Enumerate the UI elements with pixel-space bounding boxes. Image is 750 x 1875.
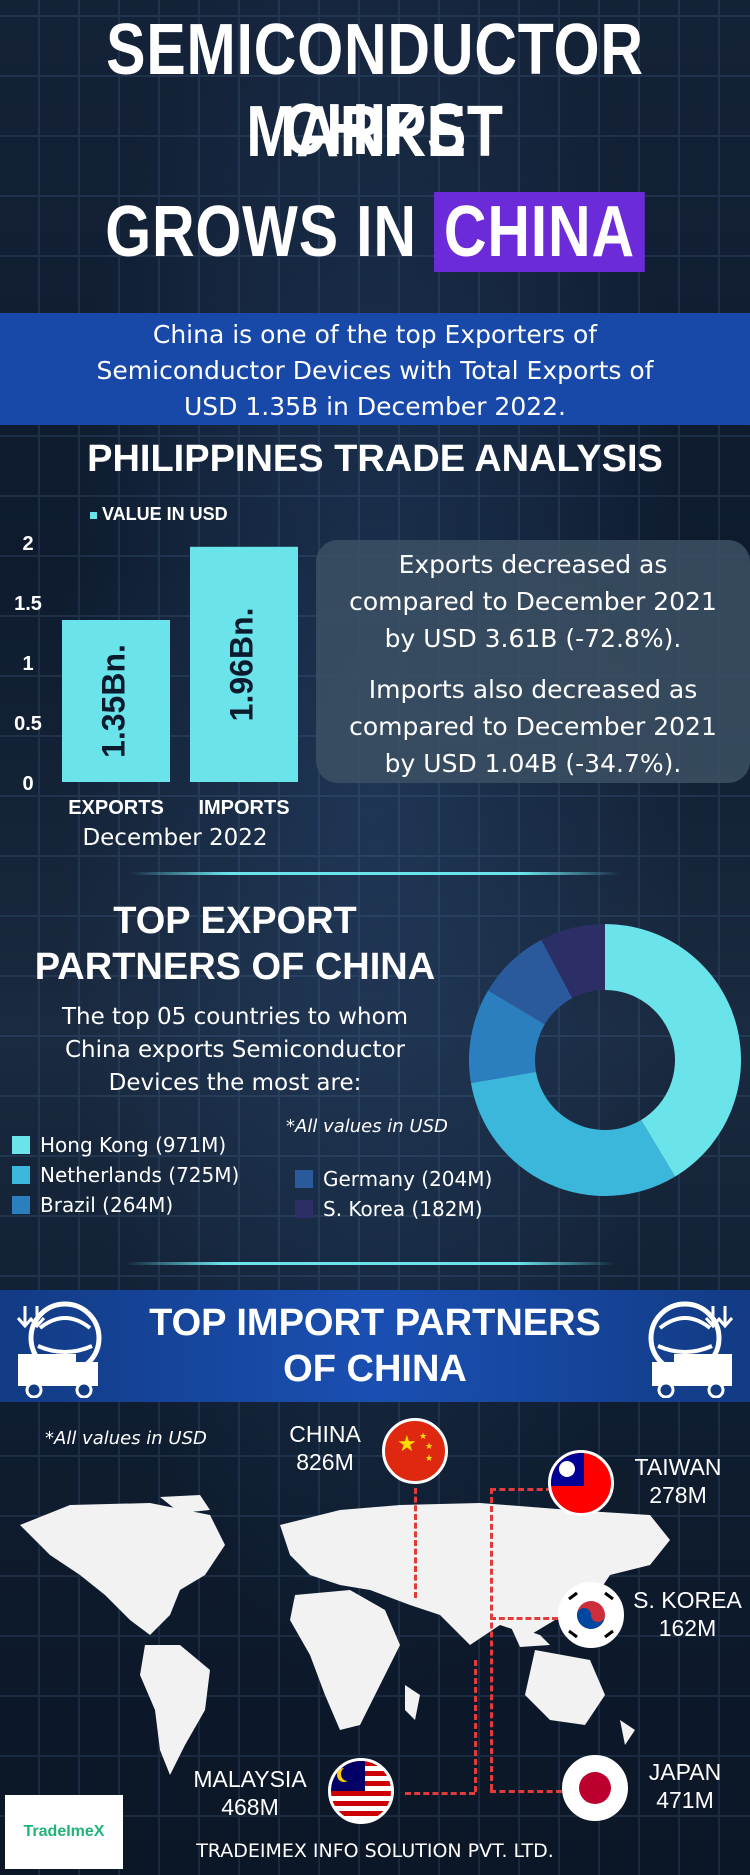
company-logo: TradeImeX [5,1795,123,1869]
donut-slice-4 [541,924,605,999]
trade-bar-chart: VALUE IN USD 0 0.5 1 1.5 2 1.35Bn. 1.96Bn. EX… [14,504,298,851]
page-title-highlight: CHINA [434,192,645,272]
export-values-note: *All values in USD [286,1116,448,1137]
svg-text:★: ★ [397,1432,417,1457]
connector-line [414,1488,417,1598]
donut-slice-3 [488,939,573,1025]
svg-text:★: ★ [425,1454,433,1464]
page-title-line3: GROWS IN CHINA [68,192,683,272]
svg-text:★: ★ [425,1442,433,1452]
x-tick-label: EXPORTS [68,797,164,819]
bar-data-label: 1.35Bn. [95,644,131,758]
legend-item-hong-kong: Hong Kong (971M) [12,1133,239,1157]
trade-info-box: Exports decreased as compared to Decembe… [316,540,750,783]
bar-imports [190,546,298,782]
donut-slice-2 [469,990,545,1084]
south-korea-flag-icon [558,1582,624,1648]
export-partners-description: The top 05 countries to whom China expor… [61,1004,409,1096]
export-partners-heading: TOP EXPORT PARTNERS OF CHINA [34,900,436,988]
export-partners-donut [469,924,741,1196]
bar-exports [62,620,170,782]
country-malaysia: MALAYSIA 468M [193,1766,307,1820]
china-flag-icon: ★ ★ ★ ★ [382,1418,448,1484]
taiwan-flag-icon [548,1450,614,1516]
legend-item-s-korea: S. Korea (182M) [295,1197,492,1221]
connector-line [490,1617,558,1620]
import-partners-heading: TOP IMPORT PARTNERS OF CHINA [149,1302,601,1390]
page-title-line1: SEMICONDUCTOR CHIPS [106,10,644,170]
country-taiwan: TAIWAN 278M [634,1454,722,1508]
logo-text: TradeImeX [23,1823,105,1840]
japan-flag-icon [562,1755,628,1821]
connector-line [490,1790,562,1793]
y-tick-label: 0 [22,773,33,795]
chart-legend-swatch [90,512,97,519]
y-tick-label: 2 [22,533,33,555]
donut-slice-1 [470,1071,676,1196]
country-japan: JAPAN 471M [648,1759,722,1813]
country-south-korea: S. KOREA 162M [633,1587,742,1641]
import-values-note: *All values in USD [45,1428,207,1449]
legend-item-germany: Germany (204M) [295,1167,492,1191]
country-china: CHINA 826M [289,1421,361,1475]
footer-company-name: TRADEIMEX INFO SOLUTION PVT. LTD. [196,1840,554,1862]
imports-change-text: Imports also decreased as compared to De… [349,675,717,778]
connector-line [405,1792,475,1795]
page-title-line2: MARKET [246,92,504,172]
connector-line [490,1488,493,1790]
summary-banner: China is one of the top Exporters of Sem… [0,313,750,425]
x-tick-label: IMPORTS [198,797,289,819]
y-tick-label: 1.5 [14,593,42,615]
exports-change-text: Exports decreased as compared to Decembe… [349,550,717,653]
truck-globe-icon [648,1301,734,1398]
connector-line [490,1488,552,1491]
svg-text:★: ★ [419,1432,427,1442]
page-title-grows-in: GROWS IN [105,192,417,272]
y-tick-label: 1 [22,653,33,675]
connector-line [474,1660,477,1792]
summary-line3: USD 1.35B in December 2022. [183,392,567,421]
legend-item-netherlands: Netherlands (725M) [12,1163,239,1187]
legend-item-brazil: Brazil (264M) [12,1193,239,1217]
summary-line2: Semiconductor Devices with Total Exports… [96,356,654,385]
import-partners-band [0,1290,750,1402]
trade-analysis-heading: PHILIPPINES TRADE ANALYSIS [87,438,663,480]
section-divider [125,1262,615,1265]
summary-line1: China is one of the top Exporters of [152,320,598,349]
export-legend-col1: Hong Kong (971M) Netherlands (725M) Braz… [12,1133,239,1217]
donut-slice-0 [605,924,741,1177]
y-tick-label: 0.5 [14,713,42,735]
section-divider [130,872,620,875]
chart-x-axis-title: December 2022 [82,825,267,851]
chart-legend-label: VALUE IN USD [102,504,228,524]
truck-globe-icon [16,1301,102,1398]
bar-data-label: 1.96Bn. [223,607,259,721]
export-legend-col2: Germany (204M) S. Korea (182M) [295,1167,492,1221]
malaysia-flag-icon [328,1758,394,1824]
